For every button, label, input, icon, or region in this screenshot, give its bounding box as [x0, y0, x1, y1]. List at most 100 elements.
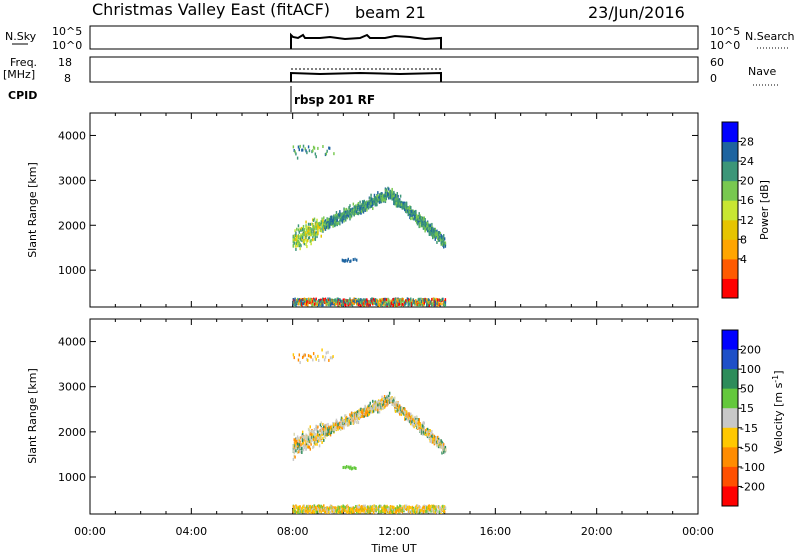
echo-cell — [342, 215, 344, 219]
echo-cell — [305, 445, 307, 449]
velocity-xticks — [89, 319, 699, 514]
echo-cell — [413, 217, 415, 221]
echo-cell — [307, 443, 310, 447]
colorbar-tick-label: 8 — [740, 233, 747, 246]
cpid-value: rbsp 201 RF — [294, 93, 375, 107]
echo-cell — [309, 508, 311, 512]
echo-cell — [388, 400, 391, 404]
echo-cell — [410, 419, 412, 423]
echo-cell — [378, 504, 381, 508]
echo-cell — [312, 299, 314, 303]
echo-cell — [318, 439, 320, 443]
echo-cell — [431, 229, 433, 233]
echo-cell — [353, 302, 355, 306]
echo-cell — [317, 300, 319, 304]
colorbar-segment — [722, 447, 738, 468]
echo-cell — [404, 302, 406, 306]
echo-cell — [440, 443, 442, 447]
colorbar-tick-label: -50 — [740, 441, 758, 454]
echo-cell — [340, 505, 343, 509]
echo-cell — [419, 510, 421, 514]
echo-cell — [335, 418, 338, 422]
echo-cell — [301, 355, 304, 359]
echo-cell — [301, 226, 303, 230]
echo-cell — [326, 510, 328, 514]
echo-cell — [333, 214, 335, 218]
echo-cell — [336, 426, 339, 430]
echo-cell — [323, 427, 326, 431]
echo-cell — [356, 416, 359, 420]
echo-cell — [320, 504, 322, 508]
echo-cell — [309, 227, 311, 231]
echo-cell — [439, 506, 442, 510]
echo-cell — [300, 436, 302, 440]
echo-cell — [306, 508, 308, 512]
echo-cell — [384, 404, 387, 408]
echo-cell — [351, 507, 354, 511]
echo-cell — [432, 505, 434, 509]
echo-cell — [313, 230, 316, 234]
echo-cell — [375, 302, 377, 306]
echo-cell — [423, 298, 425, 302]
echo-cell — [292, 238, 295, 242]
echo-cell — [402, 297, 404, 301]
echo-cell — [436, 444, 438, 448]
echo-cell — [293, 454, 295, 458]
echo-cell — [405, 209, 408, 213]
echo-cell — [369, 205, 371, 209]
echo-cell — [411, 415, 414, 419]
echo-cell — [369, 299, 371, 303]
echo-cell — [305, 224, 307, 228]
echo-cell — [412, 506, 415, 510]
echo-cell — [329, 429, 332, 433]
echo-cell — [382, 301, 384, 305]
echo-cell — [342, 303, 344, 307]
echo-cell — [406, 505, 409, 509]
echo-cell — [399, 202, 401, 206]
echo-cell — [415, 300, 418, 304]
echo-cell — [400, 413, 403, 417]
echo-cell — [404, 413, 407, 417]
echo-cell — [403, 412, 405, 416]
echo-cell — [436, 229, 438, 233]
echo-cell — [309, 354, 311, 358]
echo-cell — [318, 222, 320, 226]
echo-cell — [401, 409, 404, 413]
echo-cell — [387, 401, 389, 405]
echo-cell — [421, 432, 424, 436]
echo-cell — [387, 300, 389, 304]
echo-cell — [432, 504, 435, 508]
echo-cell — [358, 505, 360, 509]
echo-cell — [439, 445, 442, 449]
echo-cell — [442, 245, 445, 249]
echo-cell — [386, 510, 388, 514]
echo-cell — [412, 217, 415, 221]
echo-cell — [414, 301, 416, 305]
echo-cell — [401, 302, 404, 306]
echo-cell — [312, 145, 315, 149]
echo-cell — [381, 192, 383, 196]
echo-cell — [372, 504, 375, 508]
echo-cell — [313, 232, 316, 236]
echo-cell — [376, 408, 378, 412]
echo-cell — [294, 455, 296, 459]
echo-cell — [422, 421, 425, 425]
echo-cell — [412, 424, 415, 428]
echo-cell — [415, 505, 417, 509]
echo-cell — [397, 200, 399, 204]
echo-cell — [405, 202, 408, 206]
echo-cell — [312, 236, 314, 240]
echo-cell — [424, 508, 426, 512]
echo-cell — [347, 465, 349, 469]
echo-cell — [345, 299, 348, 303]
echo-cell — [414, 211, 416, 215]
echo-cell — [443, 300, 446, 304]
echo-cell — [394, 198, 397, 202]
echo-cell — [347, 419, 349, 423]
echo-cell — [426, 506, 428, 510]
echo-cell — [408, 416, 410, 420]
echo-cell — [383, 507, 386, 511]
echo-cell — [373, 401, 376, 405]
echo-cell — [366, 509, 369, 513]
echo-cell — [314, 432, 317, 436]
